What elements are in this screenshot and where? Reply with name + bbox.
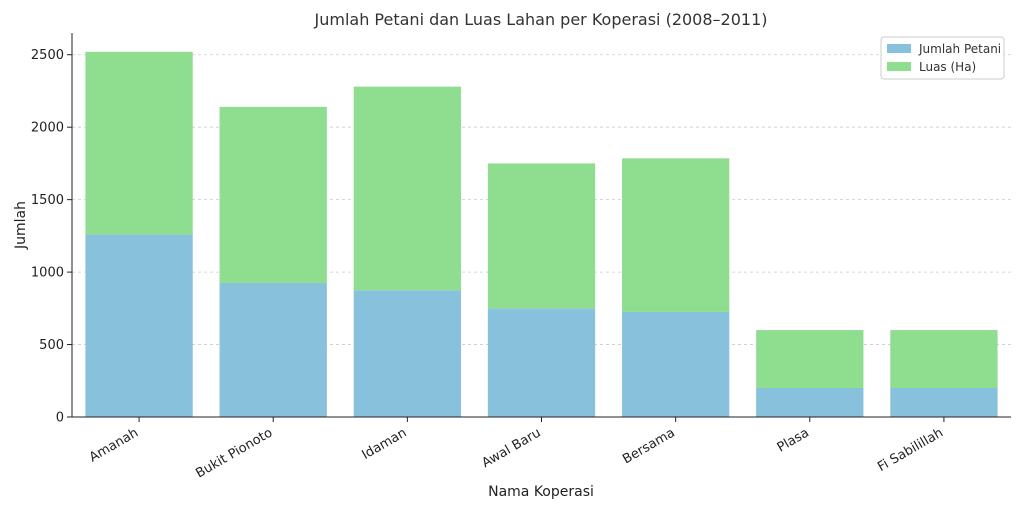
legend-label: Luas (Ha) [919,60,976,74]
bar-jumlah-petani [219,282,327,417]
bar-luas-ha [85,51,193,235]
y-axis-title: Jumlah [13,201,29,250]
chart-title: Jumlah Petani dan Luas Lahan per Koperas… [314,10,768,29]
bar-luas-ha [621,158,730,312]
y-tick-label: 1000 [31,266,64,281]
y-tick-label: 2500 [31,48,64,63]
bar-jumlah-petani [353,290,462,417]
bar-luas-ha [756,330,864,389]
bar-jumlah-petani [621,311,730,417]
y-tick-label: 2000 [31,121,64,136]
x-tick-label: Amanah [87,425,141,465]
y-tick-label: 0 [56,411,64,426]
legend-label: Jumlah Petani [918,42,1001,56]
x-tick-label: Idaman [359,425,409,462]
x-tick-label: Bersama [620,425,677,467]
legend-box [880,36,1005,80]
bar-luas-ha [219,106,327,283]
bar-luas-ha [890,330,998,389]
x-tick-label: Awal Baru [480,425,544,471]
bar-luas-ha [353,86,462,291]
bar-jumlah-petani [890,388,998,417]
bar-jumlah-petani [85,234,193,417]
x-tick-label: Plasa [775,425,812,455]
bar-jumlah-petani [756,388,864,417]
x-axis-title: Nama Koperasi [488,484,594,500]
y-tick-label: 1500 [31,193,64,208]
bar-luas-ha [487,163,596,309]
legend-swatch [887,44,911,53]
x-tick-label: Fi Sabilillah [875,425,946,474]
legend: Jumlah Petani Luas (Ha) [880,36,1005,80]
legend-swatch [887,62,911,71]
bar-jumlah-petani [487,308,596,417]
x-tick-label: Bukit Pionoto [193,425,275,481]
bars-layer [85,51,998,417]
y-tick-label: 500 [39,338,64,353]
